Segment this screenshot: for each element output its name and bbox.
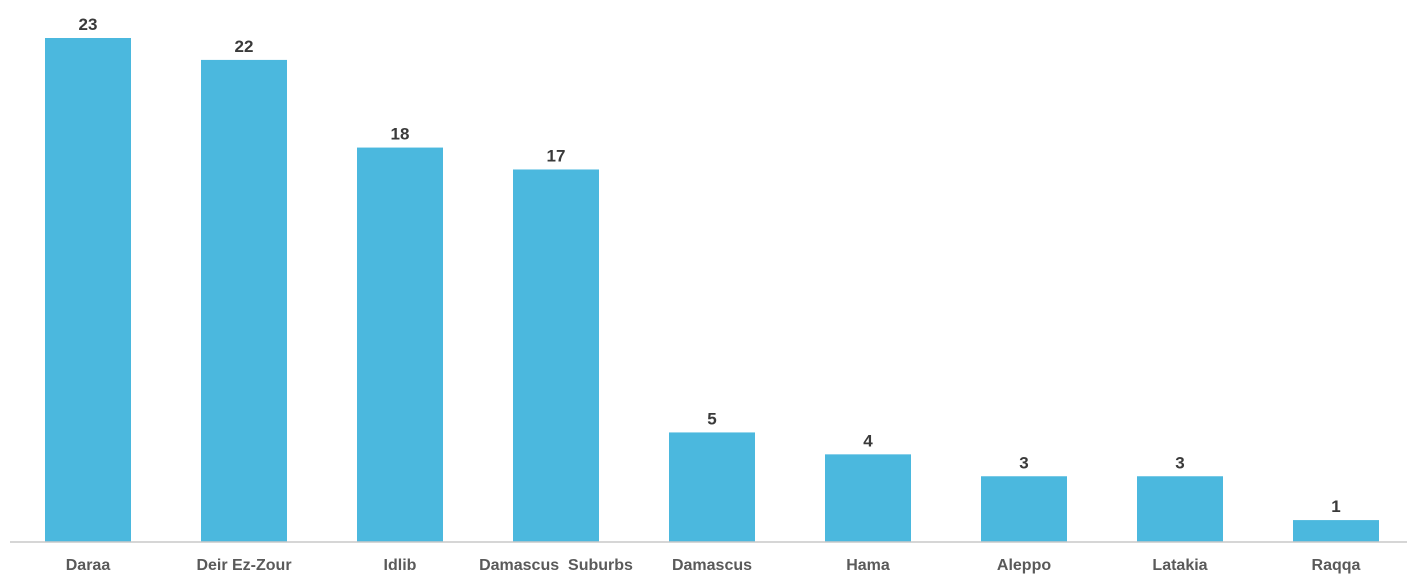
x-tick-label: Daraa <box>66 557 111 574</box>
x-tick-label: Hama <box>846 557 890 574</box>
x-tick-label: Damascus <box>672 557 752 574</box>
x-tick-label: Latakia <box>1152 557 1207 574</box>
bars-group <box>45 38 1379 542</box>
data-label: 23 <box>79 15 98 34</box>
bar-latakia <box>1137 476 1223 542</box>
bar-aleppo <box>981 476 1067 542</box>
data-label: 17 <box>547 146 566 165</box>
data-label: 18 <box>391 125 410 144</box>
x-tick-labels-group: Daraa Deir Ez-Zour Idlib Damascus Suburbs Da… <box>66 557 1361 574</box>
data-label: 22 <box>235 37 254 56</box>
bar-raqqa <box>1293 520 1379 542</box>
value-labels-group: 23 22 18 17 5 4 3 3 1 <box>79 15 1341 516</box>
x-tick-label: Raqqa <box>1312 557 1361 574</box>
x-tick-label: Idlib <box>384 557 417 574</box>
bar-damascus-suburbs <box>513 169 599 542</box>
data-label: 5 <box>707 409 716 428</box>
bar-daraa <box>45 38 131 542</box>
data-label: 4 <box>863 431 873 450</box>
x-tick-label: Damascus Suburbs <box>479 557 633 574</box>
bar-hama <box>825 454 911 542</box>
data-label: 3 <box>1019 453 1028 472</box>
x-tick-label: Aleppo <box>997 557 1051 574</box>
data-label: 3 <box>1175 453 1184 472</box>
data-label: 1 <box>1331 497 1340 516</box>
x-tick-label: Deir Ez-Zour <box>196 557 291 574</box>
bar-damascus <box>669 432 755 542</box>
bar-deir-ez-zour <box>201 59 287 542</box>
bar-idlib <box>357 147 443 542</box>
